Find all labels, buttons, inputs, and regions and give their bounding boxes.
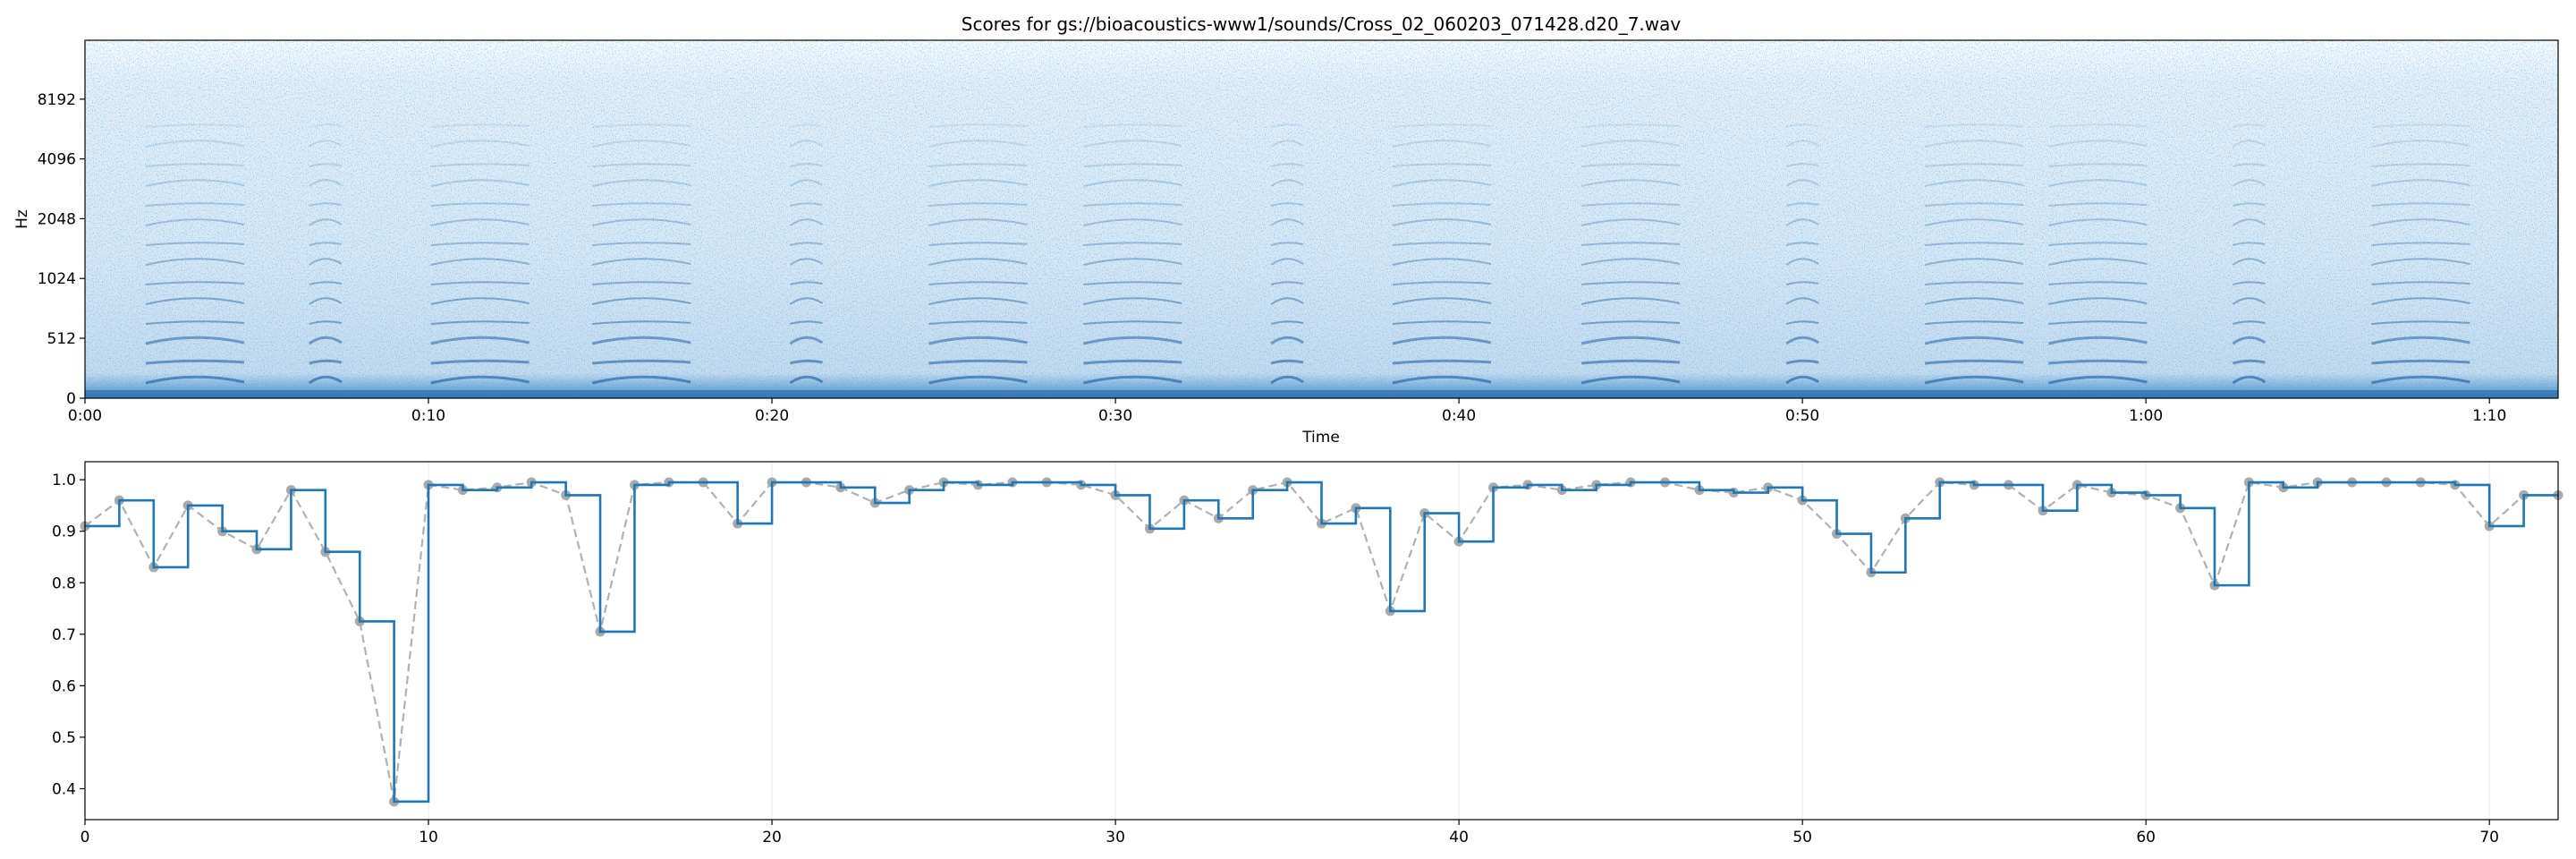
y-axis-label: Hz	[13, 209, 31, 229]
score-frame	[84, 461, 2559, 821]
call-harmonics-13	[2232, 123, 2267, 385]
call-harmonics-9	[1580, 123, 1681, 385]
score-x-tick-label-4: 40	[1449, 829, 1469, 846]
spectrogram-x-tick-label-4: 0:40	[1442, 407, 1476, 425]
spectrogram-y-ticks: 0 512 1024 2048 4096 8192	[38, 91, 85, 408]
call-harmonics-6	[1082, 123, 1182, 385]
call-harmonics-12	[2048, 123, 2148, 385]
score-y-tick-label-0: 0.4	[52, 780, 76, 798]
spectrogram-x-tick-label-6: 1:00	[2129, 407, 2163, 425]
spectrogram-noise	[85, 40, 2558, 398]
score-y-tick-label-3: 0.7	[52, 626, 76, 644]
score-y-tick-label-6: 1.0	[52, 472, 76, 489]
score-x-tick-label-1: 10	[419, 829, 438, 846]
spectrogram-frame	[84, 39, 2559, 399]
chart-title: Scores for gs://bioacoustics-www1/sounds…	[962, 13, 1682, 35]
score-y-tick-label-2: 0.6	[52, 677, 76, 695]
score-x-tick-label-0: 0	[80, 829, 90, 846]
call-harmonics-11	[1924, 123, 2024, 385]
spectrogram-x-tick-label-0: 0:00	[68, 407, 102, 425]
call-harmonics-8	[1392, 123, 1492, 385]
spectrogram-y-tick-label-3: 2048	[38, 210, 76, 228]
spectrogram-y-tick-label-2: 1024	[38, 270, 76, 288]
score-x-tick-label-6: 60	[2136, 829, 2156, 846]
score-grid	[84, 462, 2490, 820]
call-harmonics-5	[928, 123, 1028, 385]
spectrogram-x-tick-label-1: 0:10	[411, 407, 445, 425]
spectrogram-x-tick-label-3: 0:30	[1098, 407, 1132, 425]
spectrogram-y-tick-label-4: 4096	[38, 151, 76, 169]
call-harmonics-3	[591, 123, 691, 385]
score-series	[80, 477, 2563, 807]
call-harmonics-10	[1785, 123, 1819, 385]
score-y-tick-label-4: 0.8	[52, 574, 76, 592]
spectrogram-x-ticks: 0:00 0:10 0:20 0:30 0:40 0:50 1:00 1:10	[68, 398, 2506, 425]
score-x-tick-label-7: 70	[2479, 829, 2499, 846]
spectrogram-x-tick-label-7: 1:10	[2472, 407, 2506, 425]
call-harmonics-0	[145, 123, 245, 385]
spectrogram-x-tick-label-2: 0:20	[755, 407, 789, 425]
spectrogram-plot	[85, 40, 2558, 398]
spectrogram-x-tick-label-5: 0:50	[1785, 407, 1819, 425]
score-x-ticks: 0 10 20 30 40 50 60 70	[80, 820, 2499, 846]
score-dashed-line	[84, 481, 2558, 803]
score-y-ticks: 0.4 0.5 0.6 0.7 0.8 0.9 1.0	[52, 472, 85, 798]
call-harmonics-7	[1270, 123, 1304, 385]
score-x-tick-label-3: 30	[1106, 829, 1125, 846]
call-harmonics-14	[2371, 123, 2470, 385]
spectrogram-y-tick-label-5: 8192	[38, 91, 76, 109]
call-harmonics-1	[308, 123, 343, 385]
low-frequency-band	[85, 390, 2558, 398]
score-x-tick-label-5: 50	[1792, 829, 1812, 846]
spectrogram-calls	[85, 123, 2558, 398]
x-axis-label: Time	[1301, 429, 1340, 447]
score-x-tick-label-2: 20	[762, 829, 782, 846]
score-y-tick-label-1: 0.5	[52, 729, 76, 747]
score-step-line	[85, 481, 2558, 804]
spectrogram-y-tick-label-1: 512	[47, 330, 76, 348]
score-y-tick-label-5: 0.9	[52, 523, 76, 541]
call-harmonics-4	[789, 123, 824, 385]
call-harmonics-2	[430, 123, 530, 385]
spectrogram-y-tick-label-0: 0	[66, 390, 76, 408]
